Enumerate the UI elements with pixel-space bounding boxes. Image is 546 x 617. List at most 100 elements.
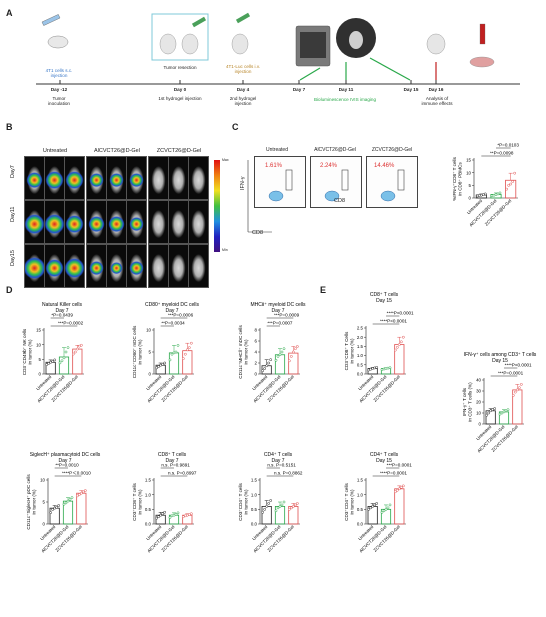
bar (168, 352, 180, 375)
ivis-mouse-image (126, 200, 147, 244)
flow-group-alcv: AlCVCT26@D-Gel (314, 147, 356, 153)
data-point (399, 485, 403, 489)
y-tick-label: 5 (469, 183, 472, 188)
y-axis-label: CD11c⁺SiglecH⁺ pDC cellsin tumor (%) (26, 474, 37, 530)
ivis-mouse-image (44, 200, 65, 244)
imaging-arrows (299, 57, 437, 81)
data-point (57, 504, 61, 507)
data-point (380, 510, 384, 514)
data-point (51, 360, 55, 363)
data-point (293, 503, 297, 507)
data-point (274, 509, 278, 513)
significance-label: ***P=0.0001 (387, 463, 413, 468)
data-point (393, 490, 397, 494)
ivis-mouse-image (44, 244, 65, 288)
data-point (388, 366, 392, 370)
ivis-group-zcv: ZCVCT26@D-Gel (156, 148, 202, 154)
data-point (483, 192, 487, 196)
significance-label: **P=0.0098 (490, 151, 514, 156)
y-tick-label: 40 (476, 378, 481, 383)
significance-label: *P=0.0439 (51, 313, 73, 318)
chart-title: Natural Killer cells (42, 302, 83, 308)
data-point (291, 505, 295, 508)
data-point (498, 191, 502, 195)
data-point (375, 502, 379, 505)
chart-subtitle: Day 7 (271, 458, 284, 464)
flow-percent-zcv: 14.46% (374, 163, 395, 169)
data-point (267, 361, 271, 365)
ivis-mouse-image (24, 156, 45, 200)
chart-subtitle: Day 7 (165, 458, 178, 464)
significance-label: **P=0.0010 (55, 463, 79, 468)
data-point (393, 348, 397, 352)
data-point (58, 361, 62, 365)
timeline-event-below-6: Analysis of immune effects (421, 96, 453, 107)
data-point (51, 508, 55, 511)
y-tick-label: 10 (466, 170, 471, 175)
data-point (280, 503, 284, 507)
data-point (386, 506, 390, 510)
data-point (155, 366, 159, 370)
flow-x-axis-label: CD8 (252, 230, 264, 236)
y-tick-label: 0.0 (251, 522, 258, 527)
ivis-mouse-image (168, 200, 189, 244)
ivis-mouse-image (126, 244, 147, 288)
ivis-mouse-image (44, 156, 65, 200)
ivis-mouse-image (148, 200, 169, 244)
bar (76, 492, 87, 525)
timeline-illustrations (41, 12, 495, 68)
data-point (189, 341, 193, 345)
data-point (291, 350, 295, 354)
chart-title: CD4⁺ T cells (264, 452, 293, 458)
significance-label: ***P=0.0009 (274, 313, 300, 318)
ivis-mouse-image (106, 200, 127, 244)
data-point (287, 359, 291, 363)
data-point (276, 355, 280, 358)
ivis-mouse-image (148, 156, 169, 200)
y-tick-label: 20 (476, 400, 481, 405)
y-axis-label: CD3⁺CD4⁺ T cellsin tumor (%) (344, 482, 355, 520)
data-point (382, 509, 386, 513)
data-point (289, 506, 293, 510)
data-point (47, 362, 51, 365)
flow-plot-untreated (254, 156, 306, 208)
chart-title: CD80⁺ myeloid DC cells (145, 302, 200, 308)
ivis-day-label-7: Day7 (10, 165, 16, 178)
data-point (53, 358, 57, 362)
y-tick-label: 1.5 (357, 478, 364, 483)
data-point (401, 484, 405, 488)
significance-label: ****P＜0.0010 (62, 471, 91, 476)
data-point (493, 407, 497, 410)
data-point (388, 503, 392, 507)
ivis-mouse-image (188, 244, 209, 288)
data-point (157, 365, 161, 368)
chart-subtitle: Day 7 (55, 308, 68, 314)
y-tick-label: 2.0 (357, 335, 364, 340)
ivis-mouse-image (24, 200, 45, 244)
ivis-mouse-image (86, 200, 107, 244)
data-point (181, 357, 185, 360)
data-point (511, 394, 515, 397)
ivis-scale-max: Max (222, 158, 229, 162)
significance-label: **P=0.0034 (161, 321, 185, 326)
bar (58, 356, 70, 375)
data-point (261, 369, 265, 373)
chart-title: SiglecH⁺ plasmacytoid DC cells (30, 452, 101, 458)
y-tick-label: 1.5 (357, 344, 364, 349)
y-tick-label: 0 (479, 422, 482, 427)
y-tick-label: 4 (255, 350, 258, 355)
data-point (68, 498, 72, 501)
chart-subtitle: Day 15 (492, 358, 508, 364)
significance-label: ****P<0.0001 (387, 311, 414, 316)
data-point (79, 343, 83, 347)
data-point (401, 335, 405, 339)
data-point (513, 171, 517, 175)
data-point (295, 345, 299, 348)
data-point (491, 408, 495, 412)
data-point (367, 507, 371, 511)
y-tick-label: 15 (36, 328, 41, 333)
data-point (487, 411, 491, 415)
